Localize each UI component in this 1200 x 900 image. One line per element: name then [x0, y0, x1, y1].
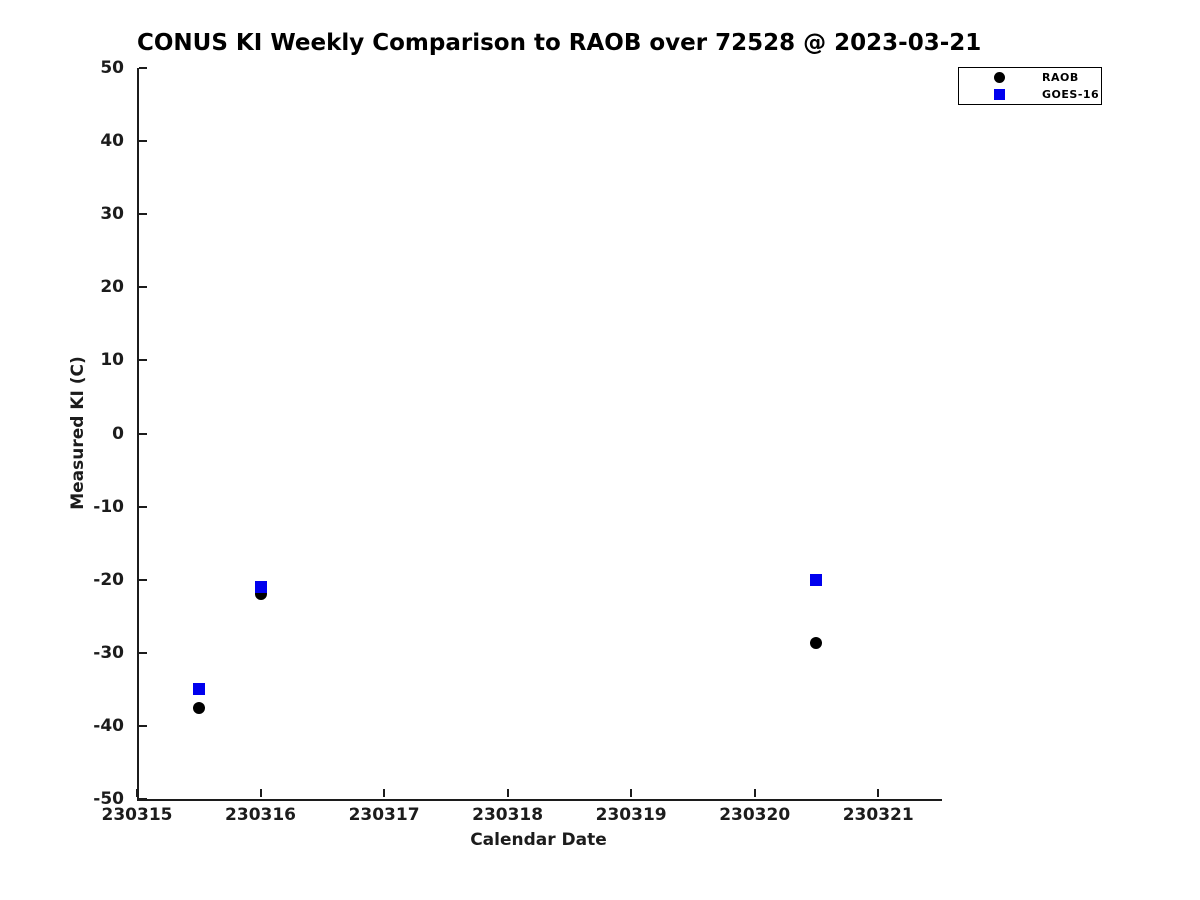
data-point-goes-16 [192, 683, 205, 696]
data-point-goes-16 [254, 581, 267, 593]
y-tick-label: 20 [100, 277, 124, 298]
x-tick-label: 230320 [719, 805, 791, 825]
y-tick-label: 40 [100, 131, 124, 152]
legend: RAOB GOES-16 [958, 67, 1102, 105]
y-tick-label: -40 [93, 715, 124, 736]
y-tick-label: 30 [100, 204, 124, 225]
x-tick-label: 230316 [225, 805, 297, 825]
y-tick-label: 50 [100, 58, 124, 78]
y-tick-mark [139, 213, 147, 216]
y-tick-label: -20 [93, 569, 124, 590]
y-tick-mark [139, 286, 147, 289]
x-tick-mark [506, 789, 509, 797]
raob-circle-icon [994, 72, 1005, 83]
y-tick-mark [139, 724, 147, 727]
y-tick-label: 0 [112, 423, 124, 444]
legend-label-raob: RAOB [1042, 71, 1079, 84]
legend-row-goes16: GOES-16 [959, 87, 1101, 102]
x-tick-label: 230321 [842, 805, 914, 825]
legend-row-raob: RAOB [959, 70, 1101, 85]
chart-title: CONUS KI Weekly Comparison to RAOB over … [137, 30, 982, 56]
goes16-square-icon [994, 89, 1005, 100]
legend-label-goes16: GOES-16 [1042, 88, 1100, 101]
y-tick-mark [139, 140, 147, 143]
data-point-raob [810, 637, 823, 650]
y-tick-mark [139, 505, 147, 508]
x-axis-label: Calendar Date [470, 830, 607, 850]
x-tick-mark [383, 789, 386, 797]
x-tick-label: 230315 [101, 805, 173, 825]
y-tick-mark [139, 67, 147, 69]
y-tick-mark [139, 798, 147, 800]
data-point-goes-16 [810, 573, 823, 586]
x-tick-label: 230319 [595, 805, 667, 825]
y-tick-label: -50 [93, 789, 124, 809]
data-point-raob [192, 701, 205, 714]
x-tick-mark [753, 789, 756, 797]
x-tick-label: 230318 [472, 805, 544, 825]
x-tick-mark [259, 789, 262, 797]
y-tick-mark [139, 578, 147, 581]
x-tick-mark [136, 789, 138, 797]
y-tick-mark [139, 432, 147, 435]
y-tick-label: -30 [93, 642, 124, 663]
y-tick-label: 10 [100, 350, 124, 371]
plot-area [137, 68, 942, 801]
x-tick-label: 230317 [348, 805, 420, 825]
x-tick-mark [877, 789, 880, 797]
x-tick-mark [630, 789, 633, 797]
y-tick-label: -10 [93, 496, 124, 517]
y-tick-mark [139, 359, 147, 362]
y-tick-mark [139, 651, 147, 654]
